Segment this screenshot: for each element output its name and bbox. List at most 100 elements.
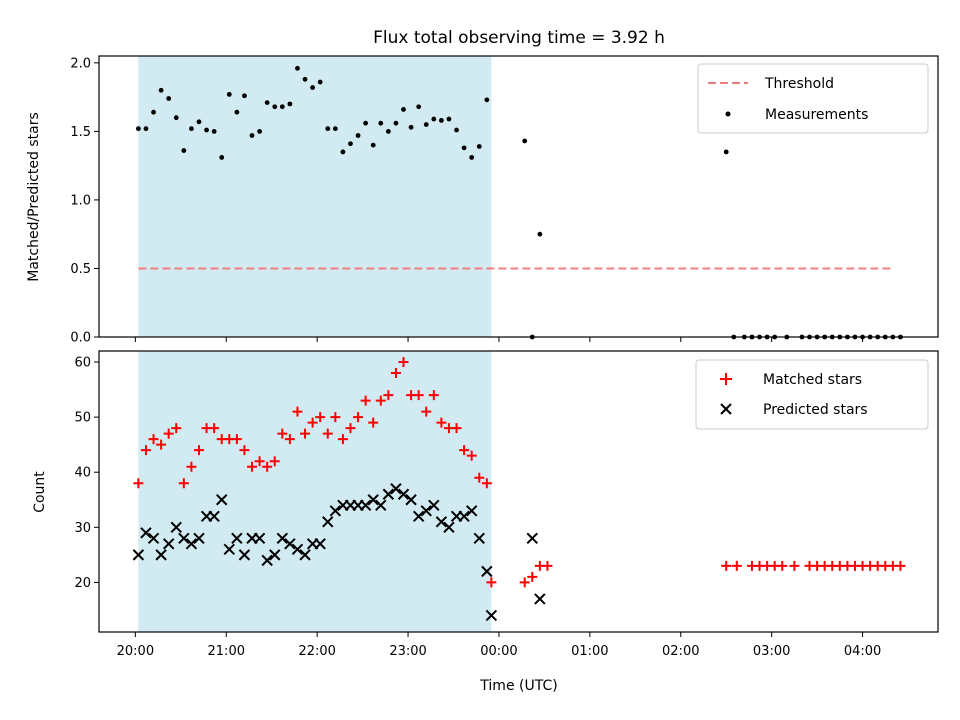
bottom-x-ticks: 20:00 21:00 22:00 23:00 00:00 01:00 02:00 03:00… (117, 632, 881, 659)
predicted-stars-marker (375, 499, 387, 511)
measurement-point (385, 128, 391, 134)
measurement-point (219, 155, 225, 160)
measurement-point (348, 141, 353, 147)
matched-stars-marker (721, 560, 732, 571)
predicted-stars-marker (155, 549, 167, 561)
predicted-stars-marker (412, 510, 425, 523)
matched-stars-marker (262, 461, 273, 472)
measurement-point (370, 142, 376, 148)
measurement-point (431, 116, 437, 122)
legend-matched-label: Matched stars (763, 372, 862, 388)
predicted-stars-marker (261, 554, 273, 567)
predicted-stars-marker (132, 549, 145, 561)
matched-stars-marker (459, 445, 470, 456)
bottom-legend-box (695, 359, 929, 430)
matched-stars-marker (368, 417, 379, 428)
measurement-point (234, 109, 240, 115)
predicted-stars-marker (526, 532, 538, 545)
predicted-stars-marker (420, 505, 432, 517)
bottom-axes-frame (98, 350, 939, 633)
measurement-point (302, 76, 308, 82)
predicted-stars-marker (231, 532, 243, 545)
measurement-point (537, 231, 543, 237)
legend-threshold-label: Threshold (764, 76, 834, 92)
matched-stars-marker (895, 560, 906, 571)
predicted-stars-marker (291, 543, 304, 556)
predicted-stars-marker (193, 532, 205, 545)
matched-stars-marker (186, 461, 197, 472)
bottom-panel: 20 30 40 50 60 20:00 21:00 22:00 23:00 00:00 01:0… (32, 350, 939, 694)
measurement-point (272, 104, 278, 110)
x-tick-label: 03:00 (753, 644, 790, 659)
measurement-point (393, 120, 399, 126)
measurement-point (522, 138, 528, 144)
measurement-point (173, 115, 179, 121)
bottom-y-ticks: 20 30 40 50 60 (74, 356, 99, 591)
matched-stars-marker (486, 577, 497, 588)
legend-predicted-swatch (720, 403, 732, 415)
measurement-point (416, 104, 422, 110)
matched-stars-marker (171, 423, 182, 434)
measurement-point (484, 97, 490, 103)
matched-stars-marker (163, 428, 174, 439)
x-tick-label: 21:00 (208, 644, 245, 659)
matched-stars-marker (428, 390, 439, 401)
predicted-stars-marker (284, 538, 296, 550)
matched-stars-marker (247, 461, 258, 472)
x-tick-label: 22:00 (298, 644, 335, 659)
legend-measurements-label: Measurements (765, 107, 868, 123)
matched-stars-marker (209, 423, 220, 434)
measurement-point (317, 79, 323, 85)
matched-stars-marker (345, 423, 356, 434)
matched-stars-marker (398, 357, 409, 368)
matched-stars-marker (300, 428, 311, 439)
matched-stars-marker (315, 412, 326, 423)
predicted-stars-marker (329, 505, 342, 517)
top-y-axis-label: Matched/Predicted stars (26, 112, 42, 282)
y-tick-label: 40 (74, 466, 91, 481)
predicted-stars-marker (185, 538, 198, 550)
matched-stars-marker (519, 577, 530, 588)
top-legend: Threshold Measurements (697, 63, 929, 134)
matched-stars-marker (360, 395, 371, 406)
matched-stars-marker (466, 450, 477, 461)
matched-stars-marker (277, 428, 288, 439)
matched-stars-marker (178, 478, 189, 489)
measurement-point (332, 126, 338, 132)
x-tick-label: 01:00 (571, 644, 608, 659)
top-legend-box (697, 63, 929, 134)
matched-stars-marker (148, 434, 159, 445)
matched-stars-marker (239, 445, 250, 456)
x-tick-label: 00:00 (480, 644, 517, 659)
legend-matched-swatch (720, 373, 732, 385)
predicted-stars-marker (208, 510, 220, 523)
matched-stars-marker (777, 560, 788, 571)
matched-stars-marker (133, 478, 144, 489)
matched-stars-marker (542, 560, 553, 571)
predicted-stars-marker (443, 521, 455, 534)
shaded-interval (138, 351, 492, 632)
predicted-stars-marker (314, 538, 326, 550)
measurement-point (279, 104, 285, 110)
x-tick-label: 23:00 (389, 644, 426, 659)
x-tick-label: 20:00 (117, 644, 154, 659)
measurement-point (257, 128, 262, 134)
top-y-ticks: 0.0 0.5 1.0 1.5 2.0 (70, 56, 99, 346)
predicted-stars-marker (473, 532, 485, 545)
matched-stars-marker (156, 439, 167, 450)
measurement-point (226, 91, 232, 97)
measurement-point (469, 155, 475, 160)
matched-stars-marker (337, 434, 348, 445)
predicted-stars-series (132, 483, 546, 622)
measurement-point (363, 120, 369, 126)
y-tick-label: 1.0 (70, 193, 91, 208)
y-tick-label: 0.0 (70, 331, 91, 346)
bottom-legend: Matched stars Predicted stars (695, 359, 929, 430)
matched-stars-marker (527, 571, 538, 582)
measurement-point (355, 133, 361, 138)
predicted-stars-marker (238, 549, 251, 561)
bottom-y-axis-label: Count (32, 471, 48, 513)
measurement-point (325, 126, 331, 132)
predicted-stars-marker (382, 488, 395, 500)
